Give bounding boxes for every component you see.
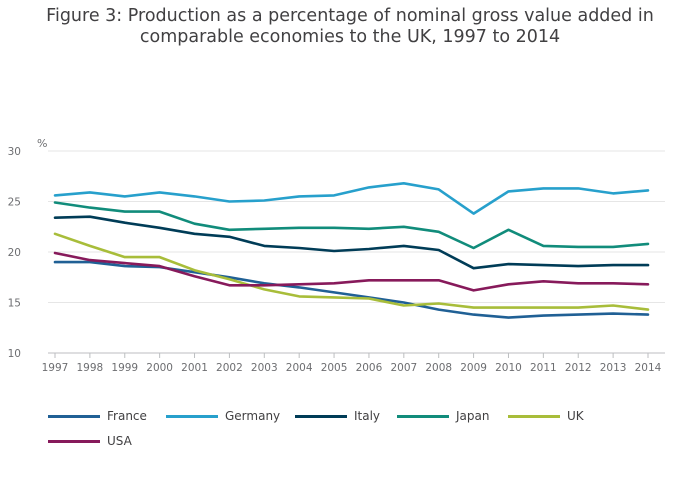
x-tick-label: 1999 bbox=[111, 362, 138, 374]
y-axis-ticks: 10 15 20 25 30 bbox=[8, 146, 21, 360]
y-tick-label: 10 bbox=[8, 348, 21, 360]
x-axis: 1997 1998 1999 2000 2001 2002 2003 2004 2005 2006… bbox=[42, 352, 665, 374]
chart-title-line-2: comparable economies to the UK, 1997 to … bbox=[139, 27, 561, 47]
legend-label: UK bbox=[567, 409, 584, 423]
x-tick-label: 2000 bbox=[146, 362, 173, 374]
x-tick-label: 1997 bbox=[42, 362, 69, 374]
legend-label: Germany bbox=[225, 409, 281, 423]
y-axis-unit-label: % bbox=[37, 137, 47, 150]
legend-label: USA bbox=[107, 434, 132, 448]
y-tick-label: 20 bbox=[8, 247, 21, 259]
series-line-uk bbox=[53, 232, 650, 311]
series-line-italy bbox=[53, 215, 650, 270]
grid-lines bbox=[48, 150, 665, 303]
x-tick-label: 2009 bbox=[460, 362, 487, 374]
y-tick-label: 30 bbox=[8, 146, 21, 158]
x-tick-label: 1998 bbox=[77, 362, 104, 374]
y-tick-label: 15 bbox=[8, 298, 21, 310]
x-tick-label: 2006 bbox=[356, 362, 383, 374]
chart-title-line-1: Figure 3: Production as a percentage of … bbox=[46, 6, 654, 26]
x-tick-label: 2007 bbox=[390, 362, 417, 374]
x-tick-label: 2001 bbox=[181, 362, 208, 374]
x-tick-label: 2014 bbox=[635, 362, 662, 374]
legend-item-germany[interactable]: Germany bbox=[166, 406, 280, 426]
chart-title: Figure 3: Production as a percentage of … bbox=[0, 6, 700, 48]
legend-item-france[interactable]: France bbox=[48, 406, 147, 426]
legend-swatch bbox=[48, 414, 100, 418]
x-tick-label: 2002 bbox=[216, 362, 243, 374]
legend-item-italy[interactable]: Italy bbox=[295, 406, 380, 426]
legend-label: Japan bbox=[456, 409, 490, 423]
legend-label: France bbox=[107, 409, 147, 423]
series-line-japan bbox=[53, 201, 650, 250]
series-line-germany bbox=[53, 182, 650, 215]
x-tick-label: 2005 bbox=[321, 362, 348, 374]
series-line-france bbox=[53, 260, 650, 319]
x-tick-label: 2004 bbox=[286, 362, 313, 374]
legend-swatch bbox=[295, 414, 347, 418]
x-tick-label: 2013 bbox=[600, 362, 627, 374]
x-tick-label: 2012 bbox=[565, 362, 592, 374]
legend-swatch bbox=[397, 414, 449, 418]
legend-item-usa[interactable]: USA bbox=[48, 431, 132, 451]
legend-item-japan[interactable]: Japan bbox=[397, 406, 489, 426]
series-lines bbox=[53, 182, 650, 319]
legend-swatch bbox=[48, 439, 100, 443]
x-tick-label: 2010 bbox=[495, 362, 522, 374]
legend-item-uk[interactable]: UK bbox=[508, 406, 584, 426]
legend-swatch bbox=[508, 414, 560, 418]
x-tick-label: 2008 bbox=[425, 362, 452, 374]
series-line-usa bbox=[53, 251, 650, 292]
y-tick-label: 25 bbox=[8, 197, 21, 209]
x-tick-label: 2011 bbox=[530, 362, 557, 374]
legend-swatch bbox=[166, 414, 218, 418]
x-tick-label: 2003 bbox=[251, 362, 278, 374]
legend-label: Italy bbox=[354, 409, 381, 423]
